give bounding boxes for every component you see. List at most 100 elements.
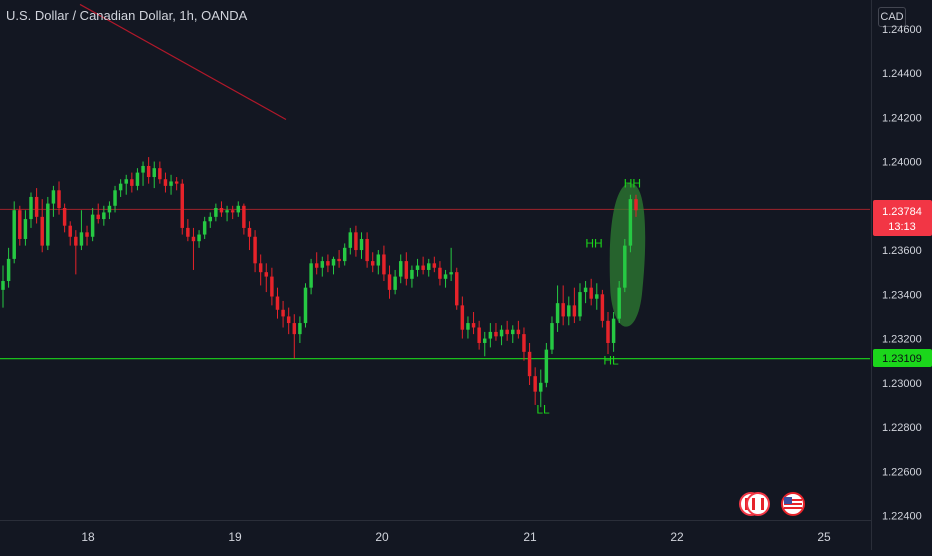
- candle: [96, 204, 99, 224]
- candle: [46, 197, 49, 250]
- candle: [214, 204, 217, 222]
- candle: [494, 323, 497, 341]
- y-tick-label: 1.24000: [882, 157, 922, 169]
- candle: [80, 210, 83, 250]
- y-tick-label: 1.24400: [882, 68, 922, 80]
- candle: [612, 312, 615, 352]
- candle: [466, 316, 469, 338]
- time-axis[interactable]: 18 19 20 21 22 25: [0, 520, 871, 551]
- candle: [343, 243, 346, 265]
- support-price-label: 1.23109: [873, 349, 932, 367]
- candle: [1, 266, 4, 308]
- candle: [91, 208, 94, 241]
- candle: [113, 186, 116, 213]
- y-tick-label: 1.23400: [882, 289, 922, 301]
- candle: [186, 219, 189, 241]
- x-tick-label: 19: [228, 530, 242, 544]
- candle: [399, 254, 402, 283]
- candle: [528, 343, 531, 385]
- candle: [410, 266, 413, 288]
- candle: [181, 179, 184, 234]
- candle: [298, 316, 301, 343]
- candle: [270, 268, 273, 306]
- annotation-label: LL: [536, 402, 550, 416]
- candle: [108, 201, 111, 219]
- candle: [449, 248, 452, 281]
- candle: [388, 266, 391, 299]
- candle: [276, 288, 279, 319]
- candle: [225, 206, 228, 221]
- candle: [24, 210, 27, 245]
- x-tick-label: 22: [670, 530, 684, 544]
- candle: [500, 325, 503, 345]
- candle: [18, 206, 21, 246]
- candle: [584, 281, 587, 303]
- candle: [545, 343, 548, 387]
- candle: [287, 308, 290, 335]
- candle: [556, 285, 559, 331]
- candle: [623, 239, 626, 292]
- y-tick-label: 1.22400: [882, 511, 922, 523]
- candle: [119, 179, 122, 197]
- candle: [209, 212, 212, 227]
- candle: [74, 230, 77, 274]
- x-tick-label: 20: [375, 530, 389, 544]
- candle: [147, 157, 150, 184]
- candle: [63, 204, 66, 233]
- support-price-value: 1.23109: [882, 353, 922, 365]
- candle: [421, 257, 424, 275]
- price-axis[interactable]: CAD 1.246001.244001.242001.240001.238001…: [871, 0, 932, 550]
- candle: [136, 168, 139, 190]
- y-tick-label: 1.23200: [882, 334, 922, 346]
- candle: [304, 283, 307, 327]
- candle: [175, 177, 178, 190]
- candle: [444, 270, 447, 288]
- candle: [511, 325, 514, 343]
- candle: [141, 162, 144, 186]
- candle: [242, 204, 245, 235]
- candle: [315, 252, 318, 274]
- candle: [35, 188, 38, 223]
- candle: [601, 290, 604, 328]
- chart-title: U.S. Dollar / Canadian Dollar, 1h, OANDA: [6, 8, 247, 23]
- annotation-label: HL: [603, 354, 619, 368]
- candle: [416, 259, 419, 277]
- candle: [337, 250, 340, 268]
- candle: [371, 252, 374, 272]
- annotation-label: HH: [585, 236, 602, 250]
- current-price-value: 1.23784: [882, 206, 922, 218]
- candle: [29, 193, 32, 228]
- y-tick-label: 1.22600: [882, 466, 922, 478]
- candle: [461, 297, 464, 339]
- candle: [203, 217, 206, 239]
- candle: [259, 254, 262, 285]
- candle: [326, 254, 329, 272]
- x-tick-label: 21: [523, 530, 537, 544]
- candle: [102, 206, 105, 226]
- candle: [477, 321, 480, 350]
- candle: [237, 201, 240, 216]
- candle: [354, 226, 357, 257]
- candle: [309, 259, 312, 294]
- event-icons[interactable]: [738, 491, 818, 517]
- candle: [578, 283, 581, 321]
- countdown-timer: 13:13: [888, 221, 916, 233]
- candle: [595, 283, 598, 310]
- candle: [561, 285, 564, 325]
- candle: [153, 162, 156, 189]
- canada-flag-icon-2[interactable]: [747, 493, 769, 515]
- candle: [192, 228, 195, 270]
- y-tick-label: 1.24200: [882, 112, 922, 124]
- candle: [517, 321, 520, 339]
- candle: [483, 332, 486, 356]
- us-flag-icon[interactable]: [782, 493, 804, 515]
- candle: [533, 367, 536, 405]
- annotation-label: HH: [624, 177, 641, 191]
- x-tick-label: 18: [81, 530, 95, 544]
- candle: [12, 201, 15, 263]
- candle: [293, 314, 296, 358]
- candle: [349, 228, 352, 255]
- candle: [522, 327, 525, 360]
